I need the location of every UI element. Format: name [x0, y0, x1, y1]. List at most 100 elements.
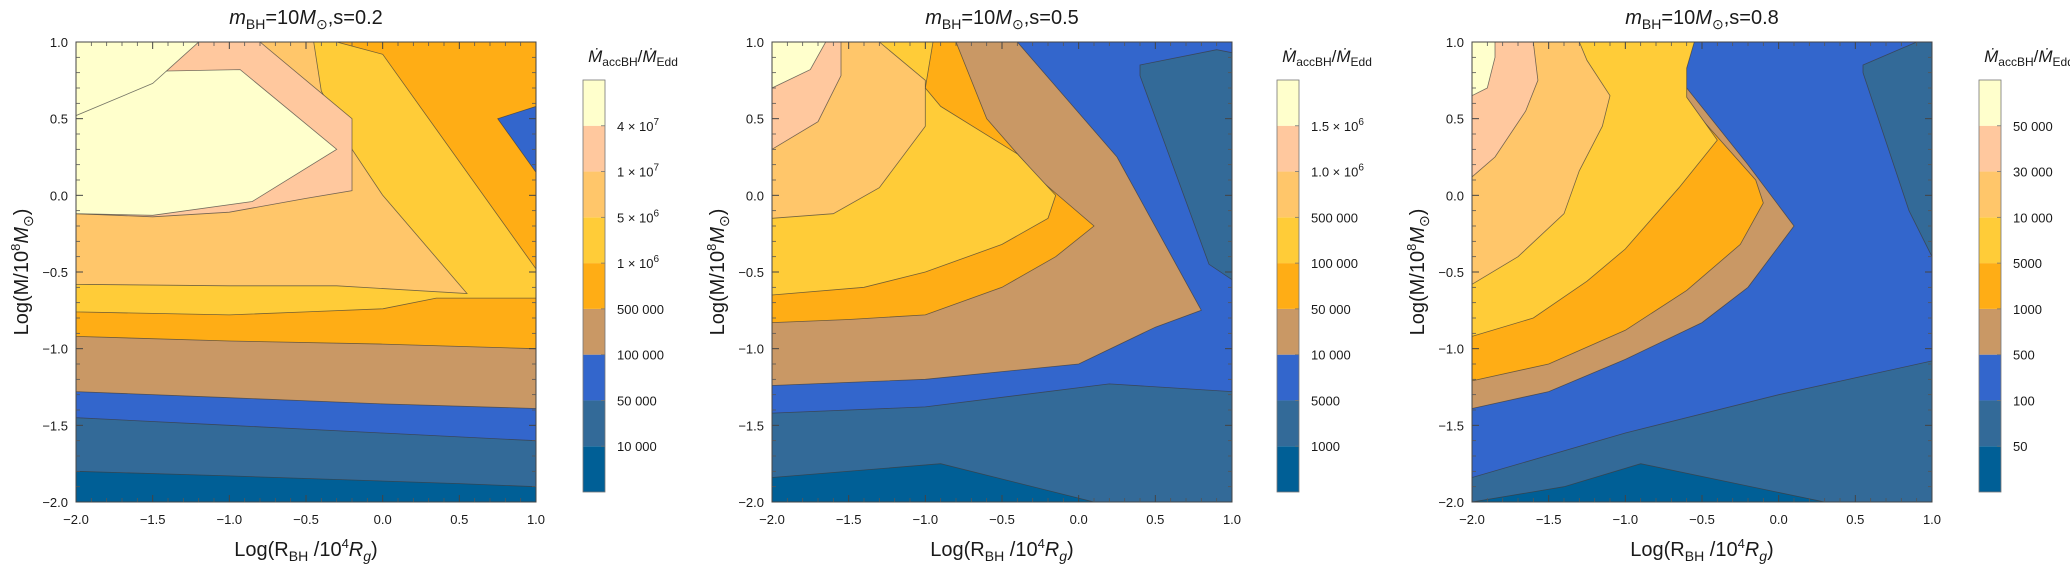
- colorbar-swatch-8: [1979, 125, 2001, 172]
- x-tick-label: 0.5: [1146, 512, 1164, 527]
- chart-title: mBH=10M⊙,s=0.5: [925, 7, 1079, 32]
- colorbar-tick-label: 5000: [1311, 393, 1340, 408]
- x-tick-label: −1.0: [912, 512, 938, 527]
- colorbar-swatch-2: [1979, 400, 2001, 447]
- x-axis-label: Log(RBH /104Rg): [234, 536, 377, 564]
- colorbar-frame: [1276, 79, 1300, 493]
- colorbar-swatch-7: [1979, 171, 2001, 218]
- x-axis-label: Log(RBH /104Rg): [1630, 536, 1773, 564]
- axis-ticks: −2.0 −2.0 −1.5 −1.5 −1.0 −1.0 −0.5 −0.5 0.0 0.0 0.…: [42, 35, 545, 527]
- x-tick-label: −2.0: [1459, 512, 1485, 527]
- colorbar-tick-label: 50 000: [617, 393, 657, 408]
- colorbar-tick-label: 5000: [2013, 256, 2042, 271]
- x-tick-label: 0.0: [1770, 512, 1788, 527]
- x-tick-label: −0.5: [989, 512, 1015, 527]
- x-tick-label: −2.0: [63, 512, 89, 527]
- colorbar-title: ṀaccBH/ṀEdd: [1282, 47, 1372, 69]
- x-tick-label: −0.5: [293, 512, 319, 527]
- contour-regions: [76, 42, 536, 502]
- colorbar: 1000 5000 10 000 50 000 100 000 500 000 1.0 × …: [1276, 47, 1372, 493]
- x-tick-label: 0.0: [374, 512, 392, 527]
- x-tick-label: −2.0: [759, 512, 785, 527]
- colorbar-swatch-1: [583, 446, 605, 492]
- colorbar-tick-label: 1000: [2013, 302, 2042, 317]
- contour-regions: [772, 42, 1232, 502]
- contour-region-level-2: [1139, 49, 1232, 281]
- colorbar-swatch-1: [1979, 446, 2001, 492]
- y-tick-label: 0.5: [746, 112, 764, 127]
- y-axis-label: Log(M/108M⊙): [8, 209, 36, 336]
- y-tick-label: −1.0: [1438, 342, 1464, 357]
- y-tick-label: −2.0: [42, 495, 68, 510]
- colorbar-title: ṀaccBH/ṀEdd: [1984, 47, 2070, 69]
- x-tick-label: −1.5: [140, 512, 166, 527]
- colorbar-tick-label: 100 000: [1311, 256, 1358, 271]
- x-tick-label: −1.0: [1612, 512, 1638, 527]
- colorbar-tick-label: 10 000: [2013, 210, 2053, 225]
- colorbar-tick-label: 4 × 107: [617, 117, 660, 134]
- contour-region-level-9: [76, 69, 338, 216]
- chart-panel-2: −2.0 −2.0 −1.5 −1.5 −1.0 −1.0 −0.5 −0.5 0.0 0.0 0.…: [704, 7, 1372, 564]
- colorbar-tick-label: 5 × 106: [617, 208, 660, 225]
- y-tick-label: −1.0: [42, 342, 68, 357]
- colorbar-tick-label: 30 000: [2013, 165, 2053, 180]
- y-tick-label: −2.0: [738, 495, 764, 510]
- axis-ticks: −2.0 −2.0 −1.5 −1.5 −1.0 −1.0 −0.5 −0.5 0.0 0.0 0.…: [738, 35, 1241, 527]
- colorbar-tick-label: 50 000: [2013, 119, 2053, 134]
- y-axis-label: Log(M/108M⊙): [1404, 209, 1432, 336]
- y-tick-label: −1.5: [42, 418, 68, 433]
- x-axis-label: Log(RBH /104Rg): [930, 536, 1073, 564]
- chart-title: mBH=10M⊙,s=0.2: [229, 7, 383, 32]
- colorbar-tick-label: 50: [2013, 439, 2027, 454]
- y-tick-label: 0.0: [50, 188, 68, 203]
- colorbar-swatch-4: [1979, 308, 2001, 355]
- x-tick-label: −1.5: [1536, 512, 1562, 527]
- y-tick-label: 0.5: [1446, 112, 1464, 127]
- y-tick-label: 1.0: [746, 35, 764, 50]
- colorbar-swatch-1: [1277, 446, 1299, 492]
- colorbar-title: ṀaccBH/ṀEdd: [588, 47, 678, 69]
- colorbar-swatch-4: [583, 308, 605, 355]
- colorbar-swatch-6: [1277, 217, 1299, 264]
- x-tick-label: −1.5: [836, 512, 862, 527]
- y-tick-label: −0.5: [738, 265, 764, 280]
- colorbar-swatch-5: [1277, 263, 1299, 309]
- colorbar-swatch-9: [1277, 80, 1299, 126]
- x-tick-label: 0.5: [450, 512, 468, 527]
- colorbar-tick-label: 50 000: [1311, 302, 1351, 317]
- chart-title: mBH=10M⊙,s=0.8: [1625, 7, 1779, 32]
- colorbar-tick-label: 1.5 × 106: [1311, 117, 1364, 134]
- colorbar-tick-label: 1 × 107: [617, 163, 660, 180]
- y-tick-label: 1.0: [50, 35, 68, 50]
- colorbar-swatch-5: [583, 263, 605, 309]
- colorbar-swatch-3: [583, 354, 605, 401]
- y-tick-label: −0.5: [42, 265, 68, 280]
- contour-region-level-9: [772, 42, 827, 89]
- colorbar-swatch-8: [583, 125, 605, 172]
- colorbar-swatch-7: [583, 171, 605, 218]
- colorbar: 50 100 500 1000 5000 10 000 30 000 50 000 ṀaccBH…: [1978, 47, 2070, 493]
- contour-regions: [1472, 42, 1932, 502]
- colorbar-swatch-9: [583, 80, 605, 126]
- colorbar-swatch-2: [1277, 400, 1299, 447]
- y-tick-label: 1.0: [1446, 35, 1464, 50]
- x-tick-label: 1.0: [527, 512, 545, 527]
- colorbar-frame: [1978, 79, 2002, 493]
- y-tick-label: −0.5: [1438, 265, 1464, 280]
- colorbar-swatch-3: [1277, 354, 1299, 401]
- colorbar-tick-label: 500: [2013, 348, 2035, 363]
- contour-region-level-9: [1472, 42, 1496, 97]
- colorbar-tick-label: 1 × 106: [617, 254, 660, 271]
- colorbar-tick-label: 1.0 × 106: [1311, 163, 1364, 180]
- colorbar-swatch-3: [1979, 354, 2001, 401]
- colorbar-swatch-5: [1979, 263, 2001, 309]
- y-tick-label: −2.0: [1438, 495, 1464, 510]
- contour-region-level-3: [497, 105, 536, 173]
- chart-panel-1: −2.0 −2.0 −1.5 −1.5 −1.0 −1.0 −0.5 −0.5 0.0 0.0 0.…: [8, 7, 678, 564]
- contour-region-level-2: [1862, 42, 1932, 257]
- colorbar-swatch-8: [1277, 125, 1299, 172]
- x-tick-label: 0.5: [1846, 512, 1864, 527]
- colorbar-tick-label: 10 000: [1311, 348, 1351, 363]
- colorbar-swatch-6: [1979, 217, 2001, 264]
- colorbar-tick-label: 100: [2013, 393, 2035, 408]
